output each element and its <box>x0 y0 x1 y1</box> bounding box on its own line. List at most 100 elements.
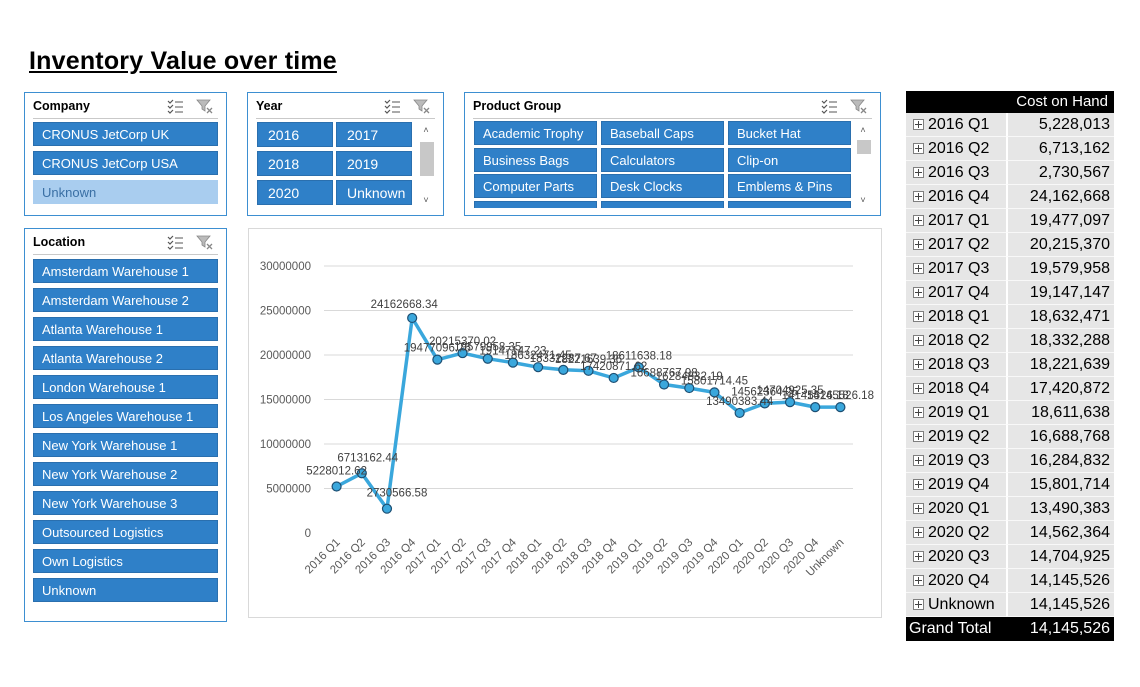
data-label: 15801714.45 <box>681 375 748 387</box>
slicer-button[interactable]: Calculators <box>601 147 724 172</box>
slicer-button-partial[interactable] <box>601 201 724 208</box>
pivot-row: 2019 Q2 16,688,768 <box>906 425 1114 449</box>
slicer-button-partial[interactable] <box>474 201 597 208</box>
pivot-row-label-text: Unknown <box>928 595 995 613</box>
slicer-button[interactable]: Atlanta Warehouse 2 <box>33 346 218 370</box>
data-point <box>583 365 594 376</box>
expand-plus-icon[interactable] <box>913 287 924 298</box>
y-tick-label: 25000000 <box>260 306 311 318</box>
slicer-button[interactable]: Amsterdam Warehouse 1 <box>33 259 218 283</box>
slicer-button[interactable]: 2019 <box>336 151 412 176</box>
multi-select-icon[interactable] <box>166 98 184 114</box>
pivot-row-label: 2017 Q3 <box>906 257 1006 281</box>
pivot-row-value: 19,147,147 <box>1006 281 1114 305</box>
data-label: 18611638.18 <box>606 350 672 362</box>
expand-plus-icon[interactable] <box>913 407 924 418</box>
expand-plus-icon[interactable] <box>913 503 924 514</box>
slicer-button[interactable]: Clip-on <box>728 147 851 172</box>
y-tick-label: 30000000 <box>260 261 311 273</box>
scroll-down-icon[interactable]: ˅ <box>423 195 429 205</box>
scroll-up-icon[interactable]: ˄ <box>423 125 429 135</box>
slicer-button[interactable]: Los Angeles Warehouse 1 <box>33 404 218 428</box>
pivot-row-value: 14,562,364 <box>1006 521 1114 545</box>
slicer-button[interactable]: Amsterdam Warehouse 2 <box>33 288 218 312</box>
slicer-button[interactable]: Unknown <box>33 180 218 204</box>
expand-plus-icon[interactable] <box>913 383 924 394</box>
slicer-button[interactable]: 2018 <box>257 151 333 176</box>
data-point <box>658 379 670 390</box>
slicer-button[interactable]: 2016 <box>257 122 333 147</box>
slicer-button[interactable]: Baseball Caps <box>601 121 724 145</box>
pivot-row-label: 2016 Q1 <box>906 113 1006 137</box>
expand-plus-icon[interactable] <box>913 551 924 562</box>
expand-plus-icon[interactable] <box>913 263 924 274</box>
clear-filter-icon[interactable] <box>196 234 214 250</box>
clear-filter-icon[interactable] <box>413 98 431 114</box>
expand-plus-icon[interactable] <box>913 191 924 202</box>
slicer-button[interactable]: 2020 <box>257 180 333 205</box>
slicer-button[interactable]: Business Bags <box>474 147 597 172</box>
slicer-button[interactable]: Atlanta Warehouse 1 <box>33 317 218 341</box>
scroll-down-icon[interactable]: ˅ <box>860 195 866 205</box>
pivot-row-value: 20,215,370 <box>1006 233 1114 257</box>
slicer-button[interactable]: Outsourced Logistics <box>33 520 218 544</box>
pivot-row: 2020 Q1 13,490,383 <box>906 497 1114 521</box>
year-slicer: Year 2016 2017 2018 2019 2020 Unknown ˄ ˅ <box>247 92 444 216</box>
slicer-button[interactable]: New York Warehouse 1 <box>33 433 218 457</box>
multi-select-icon[interactable] <box>383 98 401 114</box>
slicer-button[interactable]: Emblems & Pins <box>728 174 851 198</box>
expand-plus-icon[interactable] <box>913 455 924 466</box>
slicer-button[interactable]: Bucket Hat <box>728 121 851 145</box>
slicer-button[interactable]: Unknown <box>33 578 218 602</box>
scroll-up-icon[interactable]: ˄ <box>860 125 866 135</box>
expand-plus-icon[interactable] <box>913 479 924 490</box>
scroll-thumb[interactable] <box>420 142 434 176</box>
slicer-button[interactable]: Unknown <box>336 180 412 205</box>
slicer-button[interactable]: Own Logistics <box>33 549 218 573</box>
expand-plus-icon[interactable] <box>913 335 924 346</box>
year-scrollbar[interactable]: ˄ ˅ <box>418 123 434 207</box>
multi-select-icon[interactable] <box>820 98 838 114</box>
expand-plus-icon[interactable] <box>913 431 924 442</box>
pivot-row-label: 2019 Q4 <box>906 473 1006 497</box>
pivot-row-value: 19,477,097 <box>1006 209 1114 233</box>
expand-plus-icon[interactable] <box>913 143 924 154</box>
data-label: 24162668.34 <box>371 299 439 311</box>
pivot-row-label-text: 2017 Q3 <box>928 259 990 277</box>
scroll-thumb[interactable] <box>857 140 871 154</box>
slicer-button[interactable]: New York Warehouse 2 <box>33 462 218 486</box>
data-point <box>407 312 418 324</box>
data-label: 16688767.98 <box>630 367 697 379</box>
expand-plus-icon[interactable] <box>913 119 924 130</box>
slicer-header: Location <box>33 232 218 255</box>
expand-plus-icon[interactable] <box>913 527 924 538</box>
slicer-button[interactable]: Desk Clocks <box>601 174 724 198</box>
pivot-row: 2019 Q3 16,284,832 <box>906 449 1114 473</box>
expand-plus-icon[interactable] <box>913 575 924 586</box>
slicer-button[interactable]: CRONUS JetCorp UK <box>33 122 218 146</box>
expand-plus-icon[interactable] <box>913 239 924 250</box>
multi-select-icon[interactable] <box>166 234 184 250</box>
slicer-header: Year <box>256 96 435 119</box>
slicer-button[interactable]: Academic Trophy <box>474 121 597 145</box>
expand-plus-icon[interactable] <box>913 599 924 610</box>
clear-filter-icon[interactable] <box>196 98 214 114</box>
slicer-button[interactable]: CRONUS JetCorp USA <box>33 151 218 175</box>
expand-plus-icon[interactable] <box>913 311 924 322</box>
expand-plus-icon[interactable] <box>913 215 924 226</box>
expand-plus-icon[interactable] <box>913 359 924 370</box>
pivot-row-value: 16,688,768 <box>1006 425 1114 449</box>
pivot-row: 2019 Q1 18,611,638 <box>906 401 1114 425</box>
pivot-row: 2016 Q2 6,713,162 <box>906 137 1114 161</box>
pivot-row-label-text: 2017 Q4 <box>928 283 990 301</box>
product-scrollbar[interactable]: ˄ ˅ <box>855 123 871 207</box>
slicer-button[interactable]: Computer Parts <box>474 174 597 198</box>
slicer-button[interactable]: New York Warehouse 3 <box>33 491 218 515</box>
grand-total-value: 14,145,526 <box>1029 620 1110 637</box>
slicer-button-partial[interactable] <box>728 201 851 208</box>
slicer-title: Year <box>256 99 283 113</box>
expand-plus-icon[interactable] <box>913 167 924 178</box>
clear-filter-icon[interactable] <box>850 98 868 114</box>
slicer-button[interactable]: London Warehouse 1 <box>33 375 218 399</box>
slicer-button[interactable]: 2017 <box>336 122 412 147</box>
